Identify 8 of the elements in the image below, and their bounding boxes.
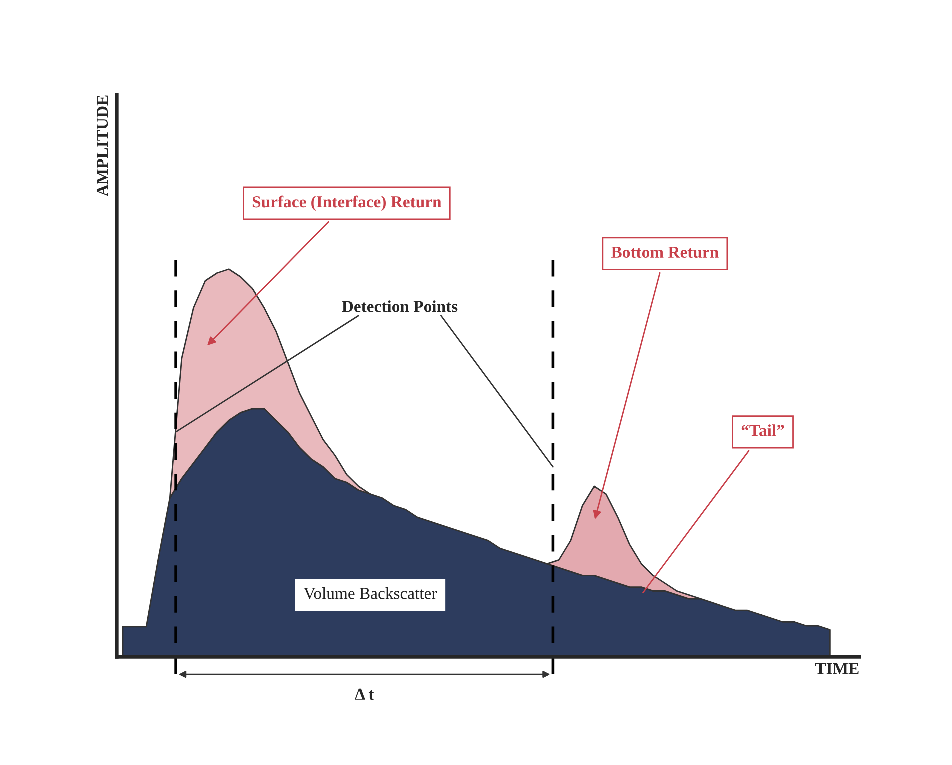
series-label: Volume Backscatter [304,588,438,600]
y-axis-title: AMPLITUDE [96,96,108,197]
annotation: Detection Points [342,300,458,312]
text: Surface (Interface) Return [252,196,442,212]
text: Bottom Return [612,246,719,258]
annotation: “Tail” [742,424,784,436]
text: Δ t [355,688,374,700]
x-axis-title: TIME [815,663,859,674]
